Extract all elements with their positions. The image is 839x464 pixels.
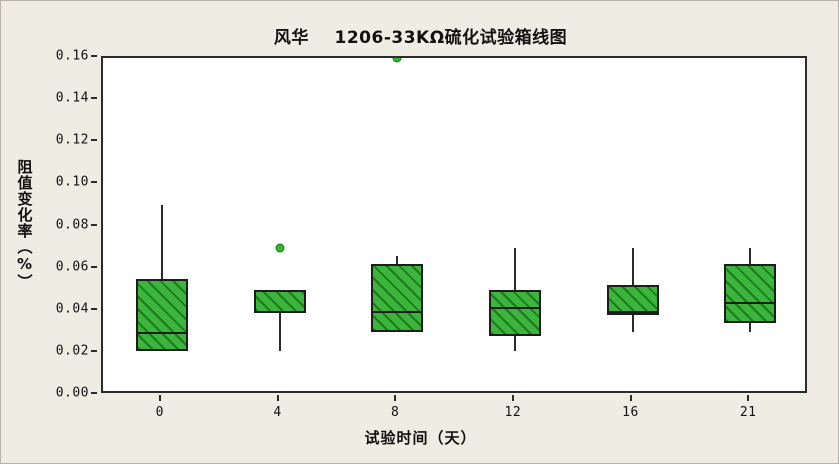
x-axis-ticks: 0 4 8 12 16 21 [101,395,807,421]
y-axis-ticks: 0.00 0.02 0.04 0.06 0.08 0.10 0.12 0.14 0.16 [41,49,97,401]
y-axis-tick-mark [91,223,97,226]
whisker-upper [631,247,634,286]
x-axis-tick-mark [158,395,161,401]
y-axis-tick-label: 0.16 [55,48,89,64]
boxplot-group [103,58,805,391]
y-axis-tick-label: 0.02 [55,343,89,359]
x-axis-tick-label: 21 [739,405,757,420]
box-rect [724,264,777,324]
median-line [606,310,659,313]
box-rect [488,289,541,337]
y-axis-tick-mark [91,307,97,310]
x-axis-title: 试验时间（天） [364,429,477,447]
y-axis-tick-label: 0.06 [55,259,89,275]
y-axis-tick-mark [91,55,97,57]
y-axis-tick-mark [91,265,97,268]
x-axis-tick-mark [511,395,514,401]
y-axis-tick-label: 0.08 [55,217,89,232]
boxplot-group [103,58,805,391]
x-axis-tick-mark [276,395,279,401]
median-line [253,310,306,313]
whisker-upper [749,247,752,265]
whisker-lower [749,323,752,332]
median-line [488,306,541,309]
plot-inner [103,58,805,391]
box-rect [371,264,424,332]
x-axis-tick-label: 12 [504,405,522,420]
x-axis-tick-label: 4 [273,405,282,420]
y-axis-tick-mark [91,392,97,394]
y-axis-tick-label: 0.04 [55,301,89,317]
y-axis-tick-mark [91,97,97,100]
median-line [135,331,188,334]
median-line [724,302,777,305]
chart-title: 风华 1206-33KΩ硫化试验箱线图 [273,28,568,48]
y-axis-tick-label: 0.12 [55,132,89,148]
whisker-lower [278,312,281,351]
y-axis-title-text: 阻值变化率（%） [15,159,34,290]
x-axis-tick-label: 16 [622,405,639,420]
median-line [371,310,424,313]
box-rect [135,279,188,351]
boxplot-group [103,58,805,391]
y-axis-tick-label: 0.00 [55,385,89,401]
x-axis-tick-mark [394,395,397,401]
y-axis-tick-mark [91,349,97,352]
plot-area [101,56,807,393]
whisker-lower [631,314,634,332]
x-axis-tick-mark [629,395,632,401]
x-axis-tick-label: 8 [390,405,400,420]
boxplot-group [103,58,805,391]
whisker-upper [396,255,399,265]
x-axis-tick-mark [747,395,750,401]
y-axis-tick-label: 0.14 [55,90,89,106]
box-rect [606,285,659,315]
whisker-lower [513,336,516,351]
y-axis-title: 阻值变化率（%） [13,56,37,393]
y-axis-tick-label: 0.10 [55,174,89,190]
y-axis-tick-mark [91,139,97,142]
x-axis-tick-label: 0 [155,405,164,420]
boxplot-group [103,58,805,391]
boxplot-group [103,58,805,391]
whisker-upper [513,247,516,290]
outlier-point [275,243,284,253]
y-axis-tick-mark [91,181,97,184]
whisker-upper [160,205,163,280]
